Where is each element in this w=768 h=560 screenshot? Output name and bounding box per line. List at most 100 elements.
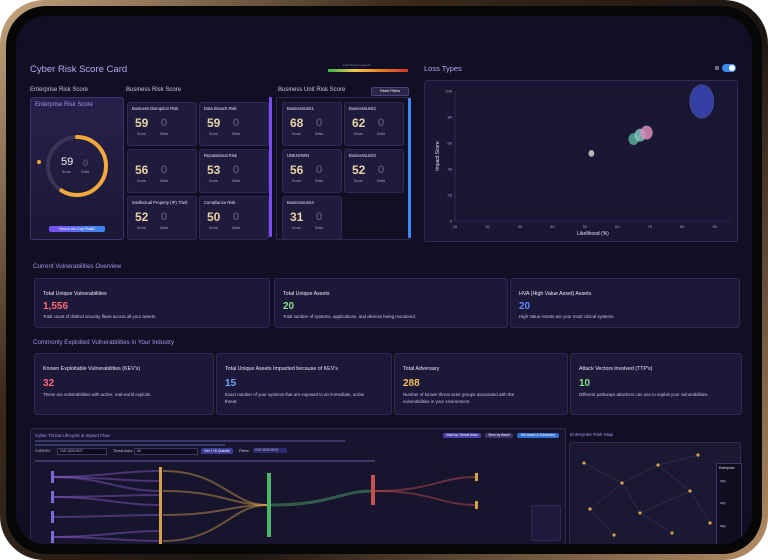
- y-tick-label: 40: [448, 167, 453, 172]
- delta-label: Delta: [232, 226, 240, 230]
- unit-risk-score: 62: [352, 116, 366, 130]
- business-risk-delta: 0: [161, 164, 168, 176]
- page-title: Cyber Risk Score Card: [30, 64, 128, 75]
- unit-risk-delta: 0: [316, 164, 323, 176]
- unit-risk-card[interactable]: UNKNOWN 56 0 Score Delta: [282, 149, 342, 193]
- kev-card-description: Exact number of your systems that are ex…: [225, 392, 365, 397]
- kev-card: Known Exploitable Vulnerabilities (KEV's…: [34, 353, 214, 415]
- cve-label: CVE/KEV: [35, 449, 51, 453]
- delta-label: Delta: [377, 132, 385, 136]
- vuln-card: Total Unique Vulnerabilities 1,556 Total c…: [34, 278, 270, 328]
- unit-risk-score: 68: [290, 116, 304, 130]
- set-asset-adversary-button[interactable]: Set Asset & Adversary: [517, 433, 559, 438]
- loss-types-panel: 10 20 30 40 50 60 70 80 90 0 20 40 60 80 100 Likelihood…: [424, 80, 738, 242]
- score-label: Score: [209, 179, 218, 183]
- sankey-description-line: [35, 460, 375, 462]
- loss-types-chart: 10 20 30 40 50 60 70 80 90 0 20 40 60 80 100 Likelihood…: [435, 84, 731, 237]
- unit-scroll-bar[interactable]: [408, 98, 411, 238]
- risk-map-title: Enterprise Risk Map: [570, 433, 614, 438]
- x-tick-label: 70: [648, 224, 653, 229]
- risk-map-col-header: Enterprise: [719, 466, 735, 470]
- quartile-button[interactable]: Get 1 Hi Quartile: [201, 448, 233, 454]
- y-tick-label: 60: [448, 141, 453, 146]
- threat-flow-sankey: [51, 467, 478, 544]
- vuln-card-description: Total number of systems, applications, a…: [283, 314, 417, 319]
- kev-card-value: 288: [403, 378, 420, 389]
- unit-risk-card[interactable]: BusinessUnit3 52 0 Score Delta: [344, 149, 404, 193]
- loss-types-title: Loss Types: [424, 64, 462, 73]
- loss-bubble[interactable]: [689, 84, 714, 119]
- threat-lifecycle-panel: Cyber Threat Lifecycle & Impact Flow Vie…: [30, 428, 566, 544]
- delta-label: Delta: [160, 226, 168, 230]
- view-gap-button[interactable]: View in the Gap PhilaD: [49, 226, 105, 232]
- vuln-card-title: Total Unique Vulnerabilities: [43, 291, 107, 297]
- business-risk-title: Business Disruption Risk: [132, 106, 179, 111]
- cve-select[interactable]: CVE-2020-0027: [57, 448, 107, 455]
- vuln-card: HVA (High Value Asset) Assets 20 High Valu…: [510, 278, 740, 328]
- business-scroll-bar[interactable]: [269, 97, 272, 237]
- business-risk-title: Compliance Risk: [204, 200, 236, 205]
- business-risk-delta: 0: [233, 117, 240, 129]
- delta-label: Delta: [232, 132, 240, 136]
- reset-filters-button[interactable]: Reset Filters: [371, 87, 409, 96]
- score-label: Score: [209, 132, 218, 136]
- business-risk-card[interactable]: 56 0 Score Delta: [127, 149, 197, 193]
- loss-bubble[interactable]: [640, 125, 653, 140]
- unit-risk-card[interactable]: BusinessUnit1 68 0 Score Delta: [282, 102, 342, 146]
- unit-risk-delta: 0: [378, 164, 385, 176]
- business-risk-score: 56: [135, 163, 149, 177]
- enterprise-delta: 0: [83, 158, 89, 168]
- threat-actor-select[interactable]: All: [134, 448, 198, 455]
- risk-map-row: app: [720, 479, 726, 483]
- gauge-marker: [37, 160, 41, 164]
- business-risk-card[interactable]: Intellectual Property (IP) Theft 52 0 Score…: [127, 196, 197, 240]
- business-risk-score: 53: [207, 163, 221, 177]
- kev-card-value: 10: [579, 378, 591, 389]
- kev-card-title: Total Adversary: [403, 366, 440, 372]
- score-label: Score: [209, 226, 218, 230]
- kev-card: Total Adversary 288 Number of known threat…: [394, 353, 568, 415]
- y-tick-label: 20: [448, 193, 453, 198]
- vuln-card-description: Total count of distinct security flaws a…: [43, 314, 157, 319]
- unit-risk-score: 56: [290, 163, 304, 177]
- vuln-card-value: 1,556: [43, 301, 69, 312]
- lifecycle-description-line-2: [35, 444, 225, 446]
- business-section-title: Business Risk Score: [126, 87, 182, 93]
- score-label: Score: [137, 132, 146, 136]
- score-label: Score: [354, 132, 363, 136]
- unit-risk-card[interactable]: BusinessUnit4 31 0 Score Delta: [282, 196, 342, 240]
- enterprise-section-title: Enterprise Risk Score: [30, 87, 89, 93]
- business-risk-card[interactable]: Reputational Risk 53 0 Score Delta: [199, 149, 269, 193]
- business-risk-delta: 0: [233, 164, 240, 176]
- view-by-asset-button[interactable]: View by Asset: [485, 433, 513, 438]
- enterprise-card: Enterprise Risk Score 59 0 Score Delta V…: [30, 97, 124, 240]
- business-risk-score: 52: [135, 210, 149, 224]
- delta-label: Delta: [315, 132, 323, 136]
- view-by-threat-actor-button[interactable]: View by Threat Actor: [443, 433, 481, 438]
- filters-chip[interactable]: CVE-2020-0019: [253, 448, 287, 453]
- kev-card-description: Different pathways attackers can use to …: [579, 392, 709, 397]
- x-tick-label: 50: [583, 224, 588, 229]
- unit-risk-delta: 0: [316, 211, 323, 223]
- view-toggle[interactable]: [722, 64, 736, 72]
- grid-icon[interactable]: [715, 66, 719, 70]
- enterprise-score-label: Score: [62, 170, 71, 174]
- business-risk-score: 50: [207, 210, 221, 224]
- kev-section-title: Commonly Exploited Vulnerabilities in Yo…: [33, 339, 175, 346]
- kev-card-description-cont: vulnerabilities in your environment.: [403, 399, 471, 404]
- enterprise-score: 59: [61, 156, 74, 168]
- unit-risk-card[interactable]: BusinessUnit2 62 0 Score Delta: [344, 102, 404, 146]
- business-risk-card[interactable]: Business Disruption Risk 59 0 Score Delta: [127, 102, 197, 146]
- business-risk-card[interactable]: Compliance Risk 50 0 Score Delta: [199, 196, 269, 240]
- x-tick-label: 30: [518, 224, 523, 229]
- business-risk-title: Data Breach Risk: [204, 106, 237, 111]
- x-tick-label: 40: [550, 224, 555, 229]
- y-tick-label: 80: [448, 115, 453, 120]
- vuln-card-title: Total Unique Assets: [283, 291, 330, 297]
- loss-bubble[interactable]: [588, 149, 595, 157]
- loss-legend-bar: [328, 69, 408, 72]
- business-risk-delta: 0: [161, 117, 168, 129]
- x-axis-title: Likelihood (%): [577, 231, 609, 237]
- business-risk-card[interactable]: Data Breach Risk 59 0 Score Delta: [199, 102, 269, 146]
- kev-card: Total Unique Assets Impacted because of …: [216, 353, 392, 415]
